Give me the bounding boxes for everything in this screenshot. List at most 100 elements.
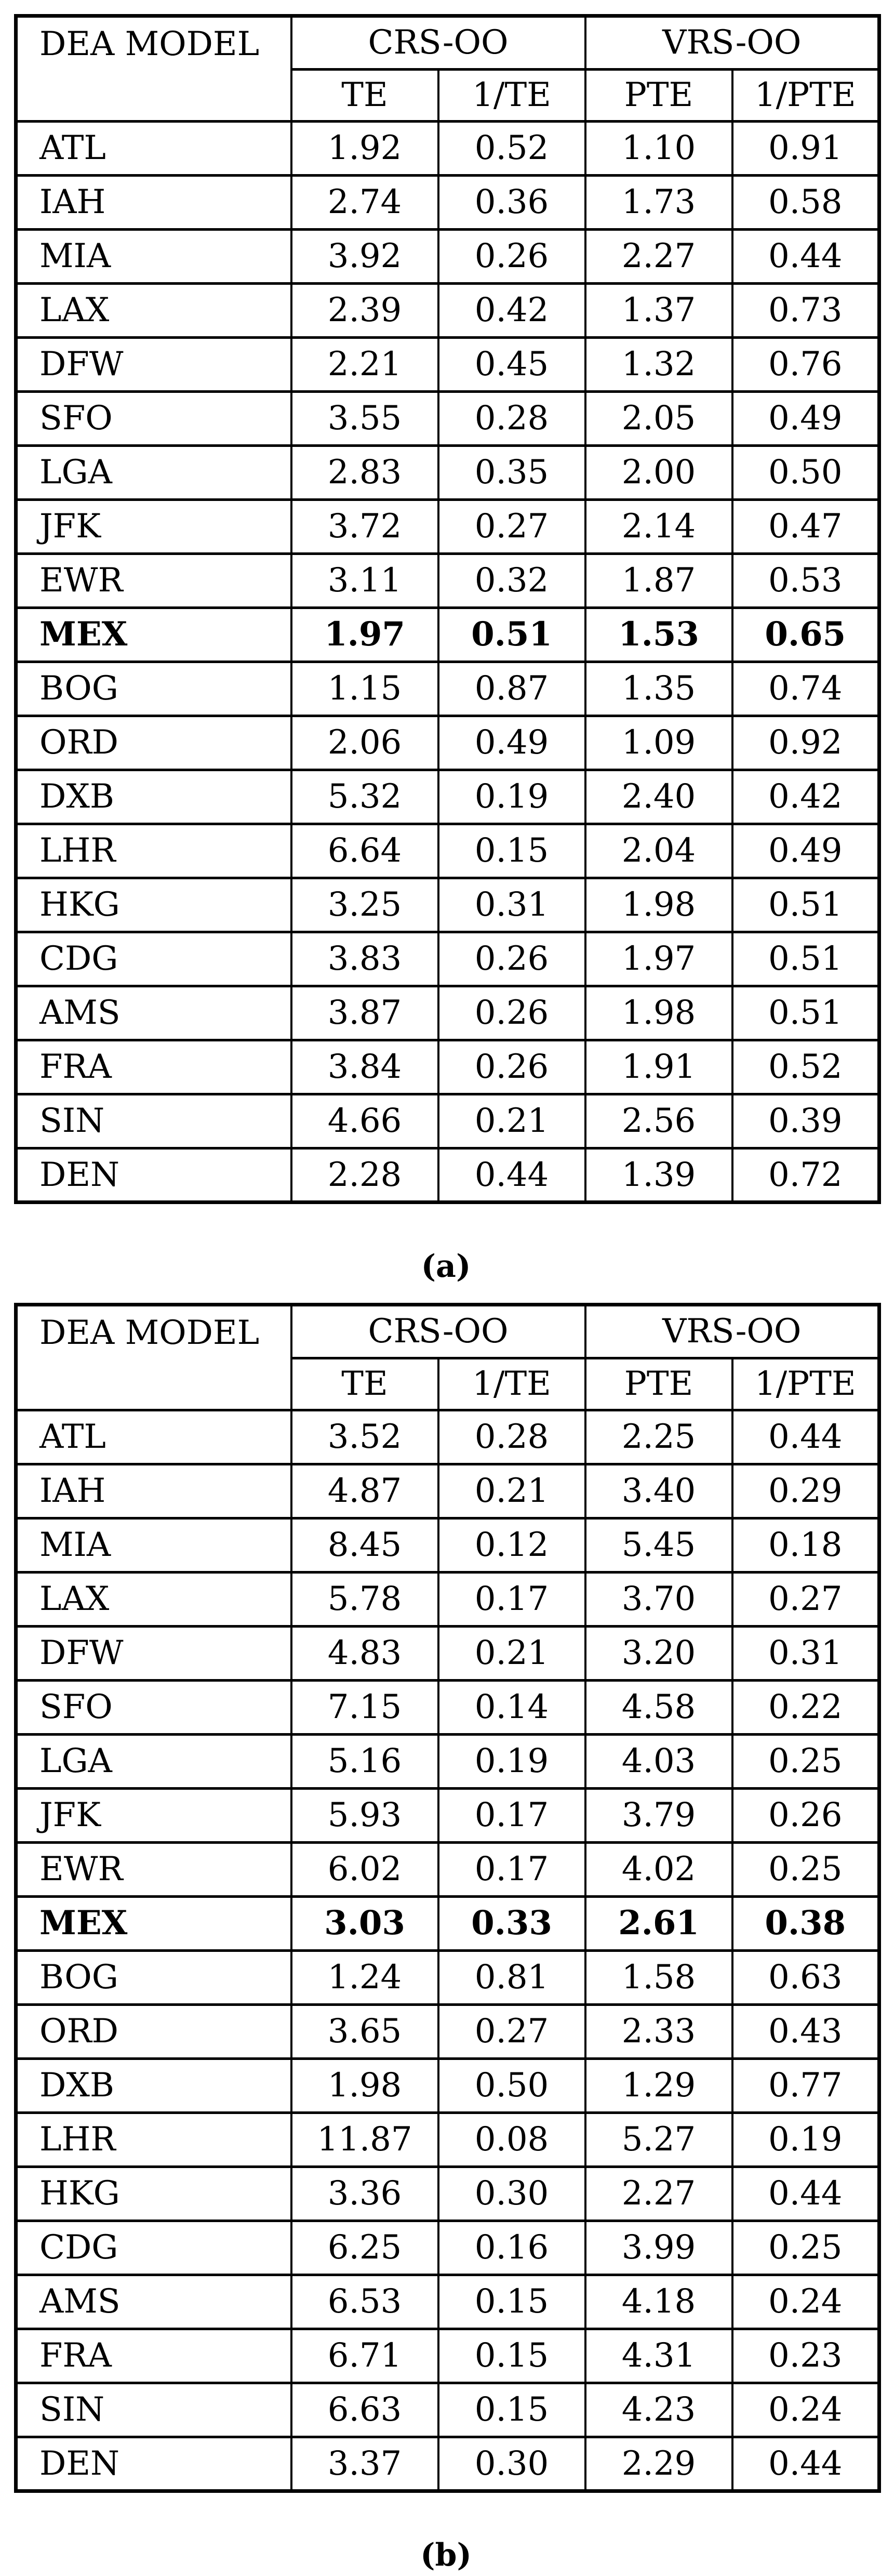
model-cell: LGA — [15, 444, 292, 501]
column-group-crs-oo: CRS-OO — [290, 1303, 586, 1359]
table-row: LGA 2.83 0.35 2.00 0.50 — [15, 444, 880, 501]
table-row: FRA 6.71 0.15 4.31 0.23 — [15, 2328, 880, 2384]
inv-pte-cell: 0.76 — [731, 336, 880, 393]
model-cell: CDG — [15, 2220, 292, 2276]
table-row: SFO 7.15 0.14 4.58 0.22 — [15, 1679, 880, 1736]
inv-pte-cell: 0.18 — [731, 1517, 880, 1574]
inv-pte-cell: 0.25 — [731, 1841, 880, 1898]
inv-pte-cell: 0.26 — [731, 1787, 880, 1844]
model-cell: ATL — [15, 1409, 292, 1465]
column-group-crs-oo: CRS-OO — [290, 15, 586, 71]
model-cell: ORD — [15, 2003, 292, 2060]
inv-te-cell: 0.27 — [437, 498, 586, 555]
table-row: AMS 6.53 0.15 4.18 0.24 — [15, 2274, 880, 2330]
te-cell: 6.02 — [290, 1841, 439, 1898]
pte-cell: 4.31 — [584, 2328, 733, 2384]
model-cell: DEN — [15, 2436, 292, 2492]
pte-cell: 2.61 — [584, 1895, 733, 1952]
pte-cell: 4.02 — [584, 1841, 733, 1898]
table-row: DEN 3.37 0.30 2.29 0.44 — [15, 2436, 880, 2492]
column-header-dea-model: DEA MODEL — [15, 15, 292, 123]
inv-pte-cell: 0.53 — [731, 552, 880, 609]
pte-cell: 2.05 — [584, 390, 733, 447]
model-cell: LHR — [15, 823, 292, 879]
inv-te-cell: 0.21 — [437, 1625, 586, 1682]
te-cell: 2.21 — [290, 336, 439, 393]
inv-pte-cell: 0.92 — [731, 715, 880, 771]
table-row: LGA 5.16 0.19 4.03 0.25 — [15, 1733, 880, 1790]
pte-cell: 1.10 — [584, 120, 733, 177]
inv-te-cell: 0.31 — [437, 877, 586, 933]
inv-pte-cell: 0.44 — [731, 1409, 880, 1465]
column-header-pte: PTE — [584, 1357, 733, 1411]
te-cell: 6.71 — [290, 2328, 439, 2384]
header-row-groups: DEA MODEL CRS-OO VRS-OO — [15, 15, 880, 123]
te-cell: 1.97 — [290, 606, 439, 663]
table-row: MIA 3.92 0.26 2.27 0.44 — [15, 228, 880, 285]
te-cell: 5.78 — [290, 1571, 439, 1628]
te-cell: 1.15 — [290, 660, 439, 717]
column-header-pte: PTE — [584, 68, 733, 123]
inv-pte-cell: 0.49 — [731, 390, 880, 447]
inv-te-cell: 0.17 — [437, 1787, 586, 1844]
pte-cell: 2.27 — [584, 228, 733, 285]
inv-te-cell: 0.14 — [437, 1679, 586, 1736]
table-row: DXB 1.98 0.50 1.29 0.77 — [15, 2057, 880, 2114]
inv-pte-cell: 0.47 — [731, 498, 880, 555]
header-row-groups: DEA MODEL CRS-OO VRS-OO — [15, 1303, 880, 1411]
table-a-body: ATL 1.92 0.52 1.10 0.91 IAH 2.74 0.36 1.73 0.58 MI… — [15, 120, 880, 1204]
te-cell: 6.64 — [290, 823, 439, 879]
table-row: IAH 2.74 0.36 1.73 0.58 — [15, 174, 880, 231]
inv-pte-cell: 0.24 — [731, 2382, 880, 2438]
inv-te-cell: 0.19 — [437, 769, 586, 825]
pte-cell: 3.79 — [584, 1787, 733, 1844]
inv-te-cell: 0.26 — [437, 985, 586, 1041]
inv-te-cell: 0.32 — [437, 552, 586, 609]
table-row: BOG 1.24 0.81 1.58 0.63 — [15, 1949, 880, 2006]
header-row-measures: TE 1/TE PTE 1/PTE — [16, 68, 880, 123]
column-header-inv-te: 1/TE — [437, 68, 586, 123]
table-row: LHR 11.87 0.08 5.27 0.19 — [15, 2111, 880, 2168]
inv-pte-cell: 0.63 — [731, 1949, 880, 2006]
te-cell: 2.83 — [290, 444, 439, 501]
model-cell: SFO — [15, 390, 292, 447]
model-cell: CDG — [15, 931, 292, 987]
te-cell: 3.52 — [290, 1409, 439, 1465]
inv-pte-cell: 0.29 — [731, 1463, 880, 1520]
pte-cell: 2.27 — [584, 2165, 733, 2222]
inv-te-cell: 0.16 — [437, 2220, 586, 2276]
model-cell: JFK — [15, 1787, 292, 1844]
table-row: CDG 6.25 0.16 3.99 0.25 — [15, 2220, 880, 2276]
pte-cell: 4.18 — [584, 2274, 733, 2330]
pte-cell: 1.97 — [584, 931, 733, 987]
inv-te-cell: 0.26 — [437, 1039, 586, 1095]
te-cell: 4.83 — [290, 1625, 439, 1682]
pte-cell: 1.73 — [584, 174, 733, 231]
inv-pte-cell: 0.39 — [731, 1093, 880, 1150]
inv-pte-cell: 0.31 — [731, 1625, 880, 1682]
pte-cell: 2.00 — [584, 444, 733, 501]
inv-pte-cell: 0.51 — [731, 985, 880, 1041]
model-cell: SIN — [15, 2382, 292, 2438]
model-cell: ORD — [15, 715, 292, 771]
table-row: HKG 3.36 0.30 2.27 0.44 — [15, 2165, 880, 2222]
pte-cell: 3.99 — [584, 2220, 733, 2276]
te-cell: 6.25 — [290, 2220, 439, 2276]
inv-te-cell: 0.17 — [437, 1571, 586, 1628]
te-cell: 2.74 — [290, 174, 439, 231]
te-cell: 1.24 — [290, 1949, 439, 2006]
pte-cell: 1.32 — [584, 336, 733, 393]
inv-pte-cell: 0.51 — [731, 877, 880, 933]
te-cell: 3.83 — [290, 931, 439, 987]
column-header-inv-te: 1/TE — [437, 1357, 586, 1411]
inv-pte-cell: 0.50 — [731, 444, 880, 501]
pte-cell: 1.87 — [584, 552, 733, 609]
te-cell: 1.98 — [290, 2057, 439, 2114]
header-row-measures: TE 1/TE PTE 1/PTE — [16, 1357, 880, 1411]
inv-te-cell: 0.28 — [437, 1409, 586, 1465]
te-cell: 11.87 — [290, 2111, 439, 2168]
model-cell: SFO — [15, 1679, 292, 1736]
model-cell: AMS — [15, 985, 292, 1041]
inv-te-cell: 0.81 — [437, 1949, 586, 2006]
model-cell: HKG — [15, 877, 292, 933]
